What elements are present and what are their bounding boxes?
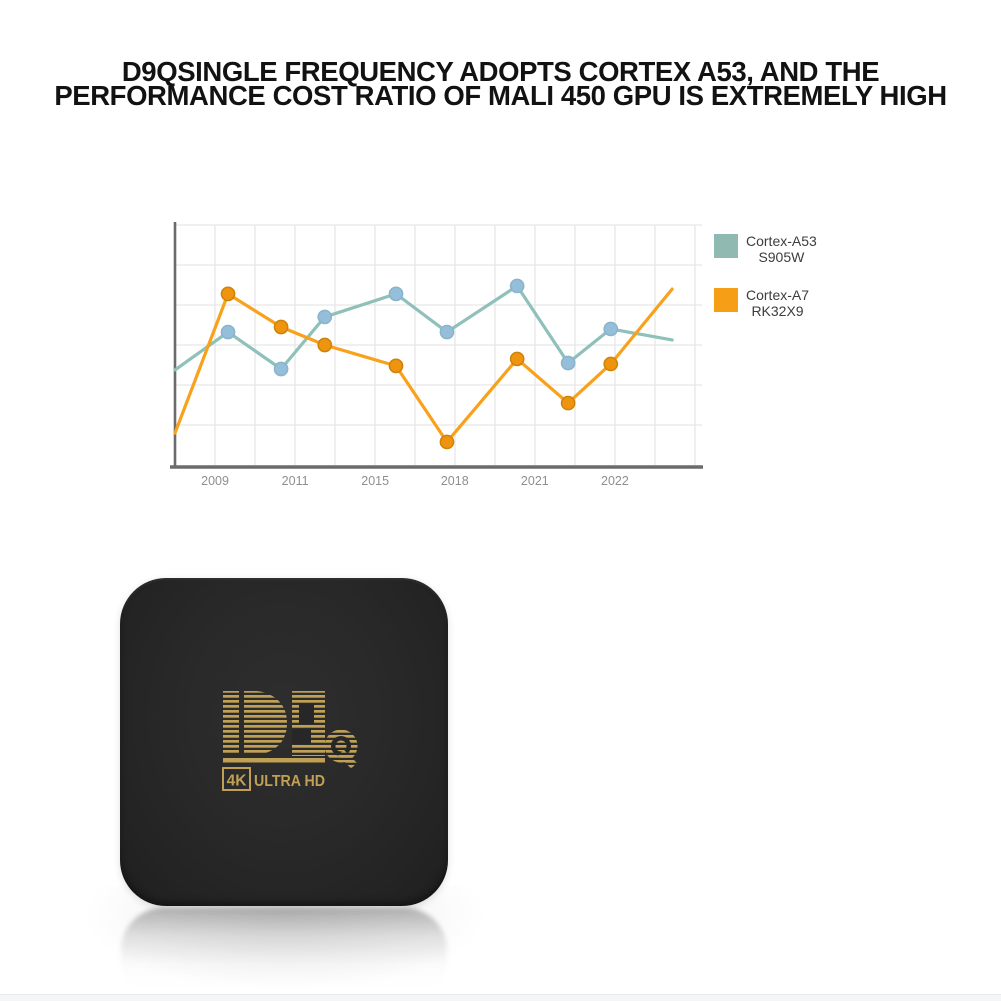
x-tick-label: 2015 [361,474,389,488]
data-marker-cortex-a7 [560,395,576,411]
headline-line-2: PERFORMANCE COST RATIO OF MALI 450 GPU I… [54,80,947,111]
legend-chip-name: RK32X9 [751,302,804,319]
legend-swatch-cortex-a7 [714,288,738,312]
x-tick-label: 2009 [201,474,229,488]
product-reflection [121,908,447,1001]
q-glyph [324,729,358,769]
d-glyph [223,691,287,755]
data-marker-cortex-a7 [439,434,455,450]
data-marker-cortex-a53 [509,278,525,294]
series-line-cortex-a53 [173,284,674,372]
legend-item-cortex-a53: Cortex-A53 S905W [714,233,817,265]
data-marker-cortex-a53 [220,324,236,340]
legend-swatch-cortex-a53 [714,234,738,258]
data-marker-cortex-a7 [388,358,404,374]
x-tick-label: 2011 [282,474,309,488]
badge-ultra-hd-text: ULTRA HD [254,773,325,790]
data-marker-cortex-a7 [317,337,333,353]
badge-4k: 4K [222,767,251,791]
legend-series-name: Cortex-A53 [746,233,817,249]
data-marker-cortex-a53 [603,321,619,337]
chart-legend: Cortex-A53 S905W Cortex-A7 RK32X9 [714,233,817,319]
data-marker-cortex-a53 [560,355,576,371]
data-marker-cortex-a7 [509,351,525,367]
x-tick-label: 2021 [521,474,549,488]
x-tick-label: 2018 [441,474,469,488]
cpu-comparison-chart: 2009 2011 2015 2018 2021 2022 [170,222,703,488]
legend-item-cortex-a7: Cortex-A7 RK32X9 [714,287,817,319]
legend-series-name: Cortex-A7 [746,287,810,303]
headline-line-1: D9QSINGLE FREQUENCY ADOPTS CORTEX A53, A… [121,56,880,87]
legend-chip-name: S905W [758,248,805,265]
data-marker-cortex-a53 [439,324,455,340]
data-marker-cortex-a53 [317,309,333,325]
data-marker-cortex-a53 [388,286,404,302]
data-marker-cortex-a7 [220,286,236,302]
data-marker-cortex-a7 [273,319,289,335]
series-line-cortex-a7 [173,287,674,444]
x-tick-label: 2022 [601,474,629,488]
d9q-logo: 4K ULTRA HD [222,691,358,791]
data-marker-cortex-a53 [273,361,289,377]
badge-4k-text: 4K [227,773,248,790]
bottom-edge-band [0,994,1001,1001]
nine-glyph [292,691,325,756]
logo-divider-bar [223,758,325,763]
headline: D9QSINGLE FREQUENCY ADOPTS CORTEX A53, A… [0,56,1001,111]
tv-box-product: 4K ULTRA HD [120,578,448,906]
data-marker-cortex-a7 [603,356,619,372]
